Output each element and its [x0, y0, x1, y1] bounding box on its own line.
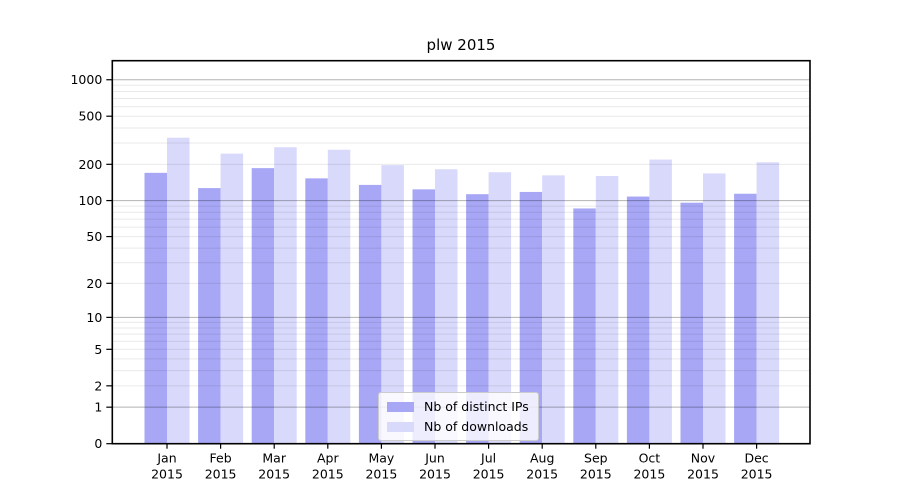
legend-item-downloads: Nb of downloads — [387, 419, 529, 434]
x-tick-label-month: Feb — [210, 451, 232, 466]
x-tick-label-year: 2015 — [258, 467, 290, 482]
legend-swatch-downloads — [387, 421, 414, 432]
bar-jan-downloads — [167, 137, 190, 444]
y-tick-label: 0 — [94, 436, 102, 451]
bar-apr-distinct-ips — [305, 178, 328, 444]
bar-oct-downloads — [649, 159, 672, 444]
bar-dec-downloads — [756, 162, 780, 444]
bar-may-downloads — [381, 165, 404, 444]
x-tick-label-month: Mar — [262, 451, 286, 466]
bar-dec-distinct-ips — [734, 193, 757, 444]
bar-sep-downloads — [595, 176, 619, 444]
x-tick-label-month: Nov — [691, 451, 716, 466]
bar-aug-downloads — [542, 175, 565, 444]
bar-nov-downloads — [703, 173, 726, 444]
y-tick-label: 1000 — [70, 72, 102, 87]
x-tick-label-year: 2015 — [312, 467, 344, 482]
y-tick-label: 100 — [78, 193, 102, 208]
bar-jun-distinct-ips — [412, 189, 435, 444]
bar-may-distinct-ips — [358, 184, 382, 444]
x-tick-label-month: Jun — [424, 451, 445, 466]
axes-spines — [111, 59, 811, 445]
x-tick-label-year: 2015 — [741, 467, 773, 482]
y-tick-label: 2 — [94, 378, 102, 393]
x-tick-label-year: 2015 — [151, 467, 183, 482]
legend-swatch-distinct-ips — [387, 401, 414, 412]
x-tick-label-year: 2015 — [633, 467, 665, 482]
bar-oct-distinct-ips — [626, 196, 650, 444]
y-tick-label: 10 — [86, 310, 102, 325]
bar-jul-downloads — [488, 172, 512, 444]
y-tick-label: 20 — [86, 276, 102, 291]
y-tick-label: 50 — [86, 229, 102, 244]
bar-feb-distinct-ips — [198, 188, 221, 444]
bar-aug-distinct-ips — [519, 191, 543, 444]
x-tick-label-month: Jan — [156, 451, 176, 466]
chart-title: plw 2015 — [426, 36, 496, 54]
bar-mar-distinct-ips — [251, 168, 275, 444]
legend-item-distinct-ips: Nb of distinct IPs — [387, 399, 529, 414]
bar-sep-distinct-ips — [573, 208, 596, 444]
bar-feb-downloads — [220, 153, 244, 444]
bar-mar-downloads — [274, 147, 297, 444]
x-tick-label-month: Dec — [744, 451, 768, 466]
bar-jun-downloads — [435, 169, 458, 444]
y-tick-label: 200 — [78, 157, 102, 172]
legend-label-distinct-ips: Nb of distinct IPs — [424, 399, 529, 414]
bar-jul-distinct-ips — [466, 194, 489, 444]
bar-jan-distinct-ips — [144, 172, 167, 444]
x-tick-label-year: 2015 — [580, 467, 612, 482]
y-tick-label: 5 — [94, 342, 102, 357]
bar-nov-distinct-ips — [680, 202, 703, 444]
x-tick-label-year: 2015 — [365, 467, 397, 482]
x-tick-label-month: Jul — [480, 451, 496, 466]
x-tick-label-month: Sep — [584, 451, 608, 466]
x-tick-label-month: Apr — [317, 451, 339, 466]
x-tick-label-year: 2015 — [419, 467, 451, 482]
x-tick-label-year: 2015 — [687, 467, 719, 482]
y-tick-label: 500 — [78, 109, 102, 124]
y-tick-label: 1 — [94, 400, 102, 415]
x-tick-label-month: Aug — [530, 451, 554, 466]
bar-apr-downloads — [327, 149, 351, 444]
x-tick-label-month: Oct — [639, 451, 661, 466]
x-tick-label-month: May — [368, 451, 394, 466]
legend: Nb of distinct IPs Nb of downloads — [378, 392, 539, 441]
x-tick-label-year: 2015 — [205, 467, 237, 482]
x-tick-label-year: 2015 — [473, 467, 505, 482]
legend-label-downloads: Nb of downloads — [424, 419, 529, 434]
x-tick-label-year: 2015 — [526, 467, 558, 482]
